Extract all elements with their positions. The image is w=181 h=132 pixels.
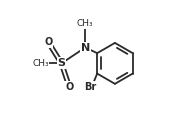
Text: CH₃: CH₃ (32, 59, 49, 68)
Text: N: N (81, 43, 90, 53)
Text: Br: Br (84, 82, 96, 92)
Text: CH₃: CH₃ (77, 19, 94, 28)
Text: S: S (57, 58, 66, 68)
Text: O: O (65, 82, 73, 92)
Text: O: O (44, 37, 52, 47)
